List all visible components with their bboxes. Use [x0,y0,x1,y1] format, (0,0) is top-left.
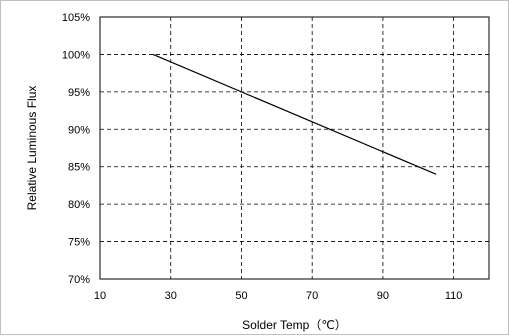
y-tick-label: 105% [62,12,90,24]
x-tick-label: 90 [377,290,389,302]
y-tick-label: 95% [68,87,90,99]
y-tick-label: 75% [68,237,90,249]
grid [100,17,489,279]
plot-area [99,16,490,280]
y-axis-title: Relative Luminous Flux [25,86,39,211]
y-tick-label: 100% [62,49,90,61]
series-layer [152,53,437,175]
series-line [152,53,437,175]
x-tick-label: 10 [94,290,106,302]
x-tick-labels: 10 30 50 70 90 110 [94,290,463,302]
y-tick-label: 70% [68,274,90,286]
x-tick-label: 70 [306,290,318,302]
x-tick-label: 30 [165,290,177,302]
x-axis-title: Solder Temp（℃） [242,318,347,332]
x-tick-label: 50 [235,290,247,302]
y-tick-label: 85% [68,162,90,174]
y-tick-label: 90% [68,124,90,136]
y-tick-label: 80% [68,199,90,211]
y-tick-labels: 70% 75% 80% 85% 90% 95% 100% 105% [62,12,90,286]
x-tick-label: 110 [445,290,463,302]
